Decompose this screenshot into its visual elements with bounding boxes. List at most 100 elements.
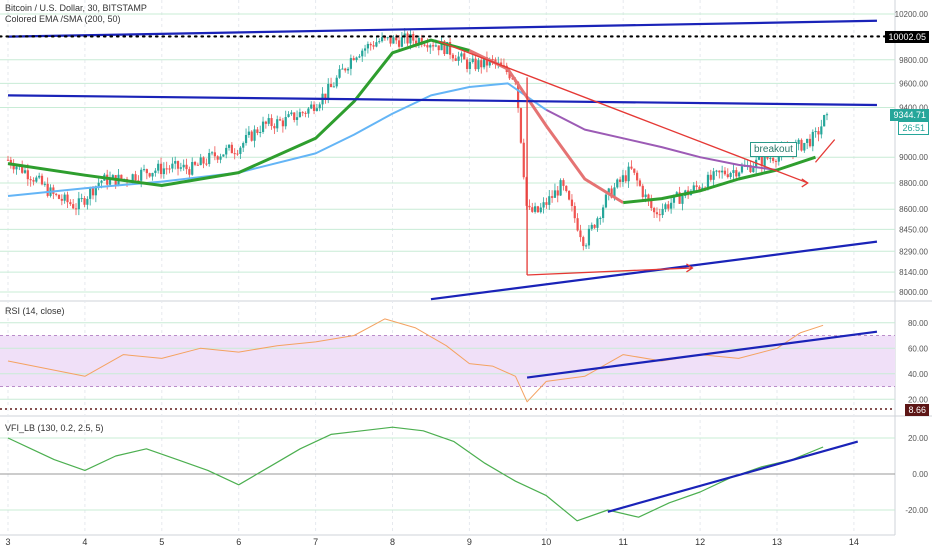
candle-body — [227, 144, 231, 148]
candle-body — [414, 40, 418, 44]
candle-body — [233, 153, 236, 155]
candle-body — [250, 131, 253, 141]
candle-body — [86, 198, 89, 205]
y-tick-label: 8140.00 — [899, 268, 928, 277]
candle-body — [590, 224, 593, 229]
candle-body — [259, 131, 262, 133]
candle-body — [83, 198, 86, 205]
candle-body — [757, 156, 761, 160]
candle-body — [429, 45, 432, 48]
vfi-line — [7, 426, 824, 522]
candle-body — [142, 169, 146, 171]
candle-body — [465, 59, 469, 69]
candle-body — [355, 57, 358, 61]
candle-body — [556, 190, 559, 196]
candle-body — [196, 164, 199, 166]
x-tick-label: 8 — [390, 537, 395, 547]
candle-body — [621, 175, 625, 182]
candle-body — [491, 58, 494, 60]
candle-body — [154, 170, 157, 173]
candle-body — [457, 56, 460, 61]
x-tick-label: 6 — [236, 537, 241, 547]
candle-body — [145, 169, 148, 174]
candle-body — [602, 207, 605, 219]
base-arrow-head — [686, 263, 694, 273]
x-tick-label: 7 — [313, 537, 318, 547]
candle-body — [542, 202, 545, 208]
candle-body — [148, 173, 151, 177]
candle-body — [225, 147, 228, 155]
candle-body — [389, 37, 392, 44]
candle-body — [814, 131, 817, 133]
candle-body — [352, 58, 355, 61]
candle-body — [278, 119, 282, 121]
candle-body — [446, 42, 449, 55]
rsi-trendline — [526, 330, 878, 379]
candle-body — [576, 218, 579, 231]
candle-body — [638, 180, 642, 186]
candle-body — [80, 198, 83, 200]
wedge-arrow-head — [801, 178, 809, 188]
y-tick-label: 8290.00 — [899, 247, 928, 256]
candle-body — [644, 194, 647, 198]
candle-body — [468, 62, 472, 69]
candle-body — [267, 118, 270, 124]
candle-body — [244, 134, 248, 144]
trendline-upper-resistance — [7, 19, 877, 38]
candle-body — [66, 194, 69, 203]
candle-body — [236, 153, 239, 155]
candle-body — [247, 131, 250, 135]
candle-body — [709, 174, 712, 180]
candle-body — [568, 191, 571, 200]
candle-body — [715, 170, 718, 172]
candle-body — [307, 108, 310, 114]
resistance-price-tag: 10002.05 — [885, 31, 929, 43]
candle-body — [698, 186, 701, 190]
rsi-tick-label: 80.00 — [908, 319, 929, 328]
candle-body — [485, 57, 489, 66]
candle-body — [315, 108, 318, 111]
candle-body — [6, 159, 10, 161]
candle-body — [655, 212, 659, 215]
candle-body — [168, 168, 171, 170]
candle-body — [12, 165, 15, 170]
candle-body — [120, 174, 123, 180]
ema-50-line-rising — [623, 155, 816, 205]
x-tick-label: 14 — [849, 537, 859, 547]
candle-body — [494, 59, 497, 64]
candle-body — [545, 202, 548, 205]
candle-body — [426, 45, 429, 48]
x-tick-label: 5 — [159, 537, 164, 547]
candle-body — [488, 58, 491, 66]
candle-body — [304, 112, 307, 114]
candle-body — [681, 195, 684, 204]
candle-body — [386, 37, 389, 39]
candle-body — [585, 245, 588, 247]
vfi-tick-label: -20.00 — [905, 506, 928, 515]
y-tick-label: 8000.00 — [899, 288, 928, 297]
candle-body — [312, 104, 316, 111]
candle-body — [32, 180, 35, 182]
candle-body — [451, 54, 455, 59]
candle-body — [375, 42, 378, 47]
candle-body — [565, 185, 568, 192]
candle-body — [587, 228, 591, 246]
y-tick-label: 9600.00 — [899, 79, 928, 88]
trendline-rising-wedge-base — [527, 267, 693, 276]
candle-body — [137, 180, 140, 182]
candle-body — [298, 112, 301, 118]
candle-body — [21, 165, 24, 173]
candle-body — [134, 174, 137, 181]
candle-body — [740, 166, 744, 173]
candle-body — [318, 104, 321, 109]
candle-body — [570, 199, 574, 207]
ema-50-line — [7, 38, 470, 187]
candle-body — [270, 118, 273, 127]
candle-body — [607, 188, 610, 195]
x-tick-label: 11 — [619, 537, 628, 547]
candle-body — [281, 120, 284, 127]
candle-body — [633, 168, 636, 173]
candle-body — [284, 117, 287, 127]
candle-body — [256, 129, 259, 133]
